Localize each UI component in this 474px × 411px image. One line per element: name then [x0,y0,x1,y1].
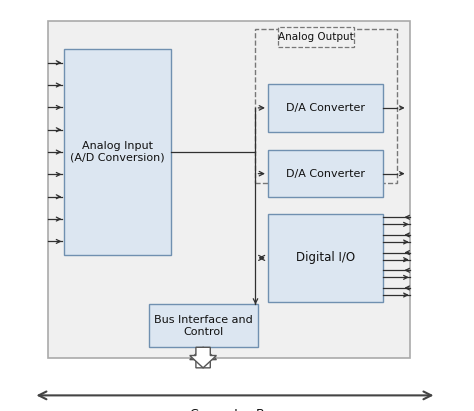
Bar [255,29,397,183]
Text: Computer Bus: Computer Bus [191,408,280,411]
Text: Analog Output: Analog Output [278,32,354,42]
FancyArrow shape [190,347,217,368]
Bar [268,214,383,302]
Bar [64,49,171,255]
Bar [268,150,383,197]
Text: Analog Input
(A/D Conversion): Analog Input (A/D Conversion) [71,141,165,163]
Bar [149,304,257,347]
Text: Bus Interface and
Control: Bus Interface and Control [154,315,253,337]
Bar [278,27,354,47]
Text: D/A Converter: D/A Converter [286,169,365,179]
Text: D/A Converter: D/A Converter [286,103,365,113]
Bar [268,84,383,132]
Text: Digital I/O: Digital I/O [296,252,355,264]
Bar [48,21,410,358]
FancyArrow shape [190,347,217,368]
